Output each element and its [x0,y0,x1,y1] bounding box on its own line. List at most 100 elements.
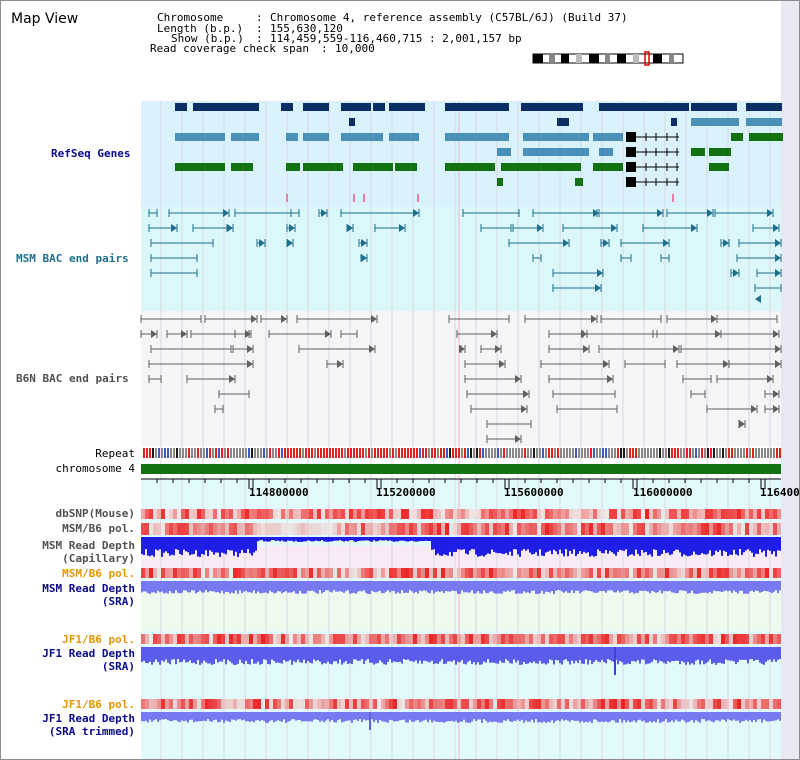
polymorphism-cell [661,509,665,519]
depth-bar [581,647,583,664]
repeat-block [710,448,712,458]
depth-bar [487,537,489,554]
depth-bar [331,537,333,542]
depth-bar [749,537,751,551]
depth-bar [361,581,363,592]
depth-bar [253,537,255,553]
chromosome-ideogram[interactable] [532,51,684,66]
depth-bar [619,537,621,550]
depth-bar [311,537,313,542]
depth-bar [593,537,595,557]
depth-bar [571,581,573,591]
repeat-block [332,448,334,458]
depth-bar [617,581,619,591]
msm-bac-track[interactable] [148,209,782,303]
depth-bar [601,581,603,592]
depth-bar [337,647,339,664]
depth-bar [321,712,323,721]
polymorphism-cell [597,509,601,519]
depth-bar [653,712,655,722]
polymorphism-cell [709,509,713,519]
polymorphism-cell [661,523,665,535]
depth-bar [537,647,539,664]
b6n-bac-track[interactable] [140,315,782,443]
depth-bar [449,647,451,662]
depth-bar [345,581,347,591]
polymorphism-cell [497,523,501,535]
polymorphism-cell [417,699,421,709]
depth-bar [661,581,663,594]
gene-arrow [389,103,395,111]
depth-bar [181,537,183,555]
polymorphism-cell [253,568,257,578]
polymorphism-cell [669,699,673,709]
depth-bar [599,712,601,723]
polymorphism-cell [373,634,377,644]
polymorphism-cell [481,568,485,578]
depth-bar [211,581,213,592]
depth-bar [617,537,619,552]
depth-bar [243,537,245,553]
polymorphism-cell [149,523,153,535]
polymorphism-cell [265,699,269,709]
depth-bar [253,647,255,664]
polymorphism-cell [329,568,333,578]
polymorphism-cell [537,634,541,644]
polymorphism-cell [341,634,345,644]
bac-arrow [495,345,501,353]
depth-bar [501,581,503,594]
depth-bar [275,647,277,663]
polymorphism-cell [657,699,661,709]
polymorphism-cell [773,699,777,709]
depth-bar [701,581,703,593]
repeat-block [503,448,505,458]
depth-bar [603,537,605,554]
polymorphism-cell [581,568,585,578]
depth-bar [755,712,757,723]
depth-bar [227,647,229,660]
depth-bar [301,712,303,722]
gene-block [521,103,583,111]
repeat-block [266,448,268,458]
polymorphism-cell [437,699,441,709]
depth-bar [551,712,553,721]
depth-bar [167,712,169,721]
depth-bar [235,712,237,721]
polymorphism-cell [157,509,161,519]
polymorphism-cell [185,634,189,644]
depth-bar [189,647,191,661]
polymorphism-cell [353,568,357,578]
repeat-block [521,448,523,458]
refseq-genes-track[interactable] [175,103,783,202]
depth-bar [339,581,341,592]
polymorphism-cell [729,523,733,535]
depth-bar [499,647,501,661]
repeat-block [725,448,727,458]
depth-bar [297,712,299,720]
depth-bar [267,712,269,723]
depth-bar [405,581,407,593]
repeat-block [233,448,235,458]
polymorphism-cell [209,634,213,644]
depth-bar [355,581,357,594]
bac-arrow [337,360,343,368]
depth-bar [687,581,689,594]
polymorphism-cell [229,699,233,709]
repeat-block [593,448,595,458]
depth-bar [657,647,659,664]
polymorphism-cell [253,509,257,519]
depth-bar [165,712,167,720]
depth-bar [553,712,555,723]
polymorphism-cell [477,634,481,644]
right-gutter [781,1,799,759]
polymorphism-cell [517,509,521,519]
depth-bar [175,537,177,550]
gene-arrow [709,163,715,171]
repeat-block [212,448,214,458]
depth-bar [269,647,271,665]
polymorphism-cell [677,699,681,709]
polymorphism-cell [321,509,325,519]
polymorphism-cell [625,523,629,535]
bac-arrow [325,330,331,338]
